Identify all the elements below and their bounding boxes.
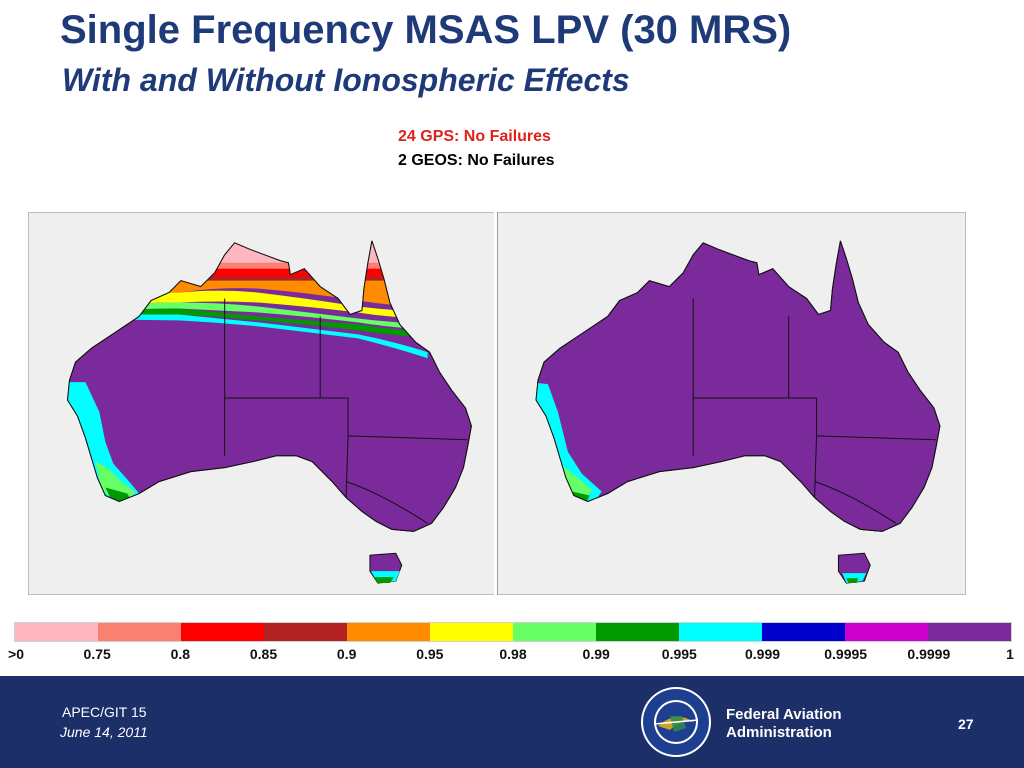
colorbar-tick-label: 0.85 [249,646,278,662]
colorbar-segment [181,623,264,641]
colorbar-tick-label: 0.9 [336,646,357,662]
colorbar-segment [679,623,762,641]
colorbar-segment [15,623,98,641]
agency-name: Federal Aviation Administration [726,706,842,742]
australia-map-left [67,240,472,584]
event-date: June 14, 2011 [60,724,148,740]
colorbar-segment [845,623,928,641]
map-without-ionosphere [497,212,966,595]
colorbar-segment [264,623,347,641]
footer-bar: APEC/GIT 15 June 14, 2011 Federal Aviati… [0,676,1024,768]
page-number: 27 [958,716,974,732]
colorbar-segment [347,623,430,641]
australia-map-right [535,240,941,584]
colorbar-tick-label: 0.9995 [824,646,868,662]
colorbar-tick-label: 0.999 [744,646,781,662]
gps-status-note: 24 GPS: No Failures [398,128,551,145]
event-name: APEC/GIT 15 [62,704,147,720]
availability-colorbar [14,622,1012,642]
colorbar-segment [98,623,181,641]
colorbar-tick-label: 0.99 [582,646,610,662]
colorbar-segment [928,623,1011,641]
colorbar-segment [513,623,596,641]
agency-name-line1: Federal Aviation [726,706,842,723]
slide-title: Single Frequency MSAS LPV (30 MRS) [60,8,792,52]
colorbar-tick-label: 1 [1006,646,1014,662]
faa-seal-icon [641,687,711,757]
slide-subtitle: With and Without Ionospheric Effects [62,62,630,98]
colorbar-segment [762,623,845,641]
colorbar-tick-label: 0.75 [83,646,111,662]
agency-name-line2: Administration [726,724,832,741]
geos-status-note: 2 GEOS: No Failures [398,152,555,169]
colorbar-tick-labels: >0 0.75 0.8 0.85 0.9 0.95 0.98 0.99 0.995 0.999 0.… [0,646,1024,666]
map-with-ionosphere [28,212,494,595]
colorbar-segment [430,623,513,641]
colorbar-tick-label: 0.98 [499,646,527,662]
colorbar-tick-label: 0.9999 [907,646,951,662]
colorbar-tick-label: 0.95 [416,646,444,662]
colorbar-tick-label: 0.995 [661,646,697,662]
colorbar-tick-label: 0.8 [170,646,191,662]
colorbar-segment [596,623,679,641]
colorbar-tick-label: >0 [8,646,24,662]
